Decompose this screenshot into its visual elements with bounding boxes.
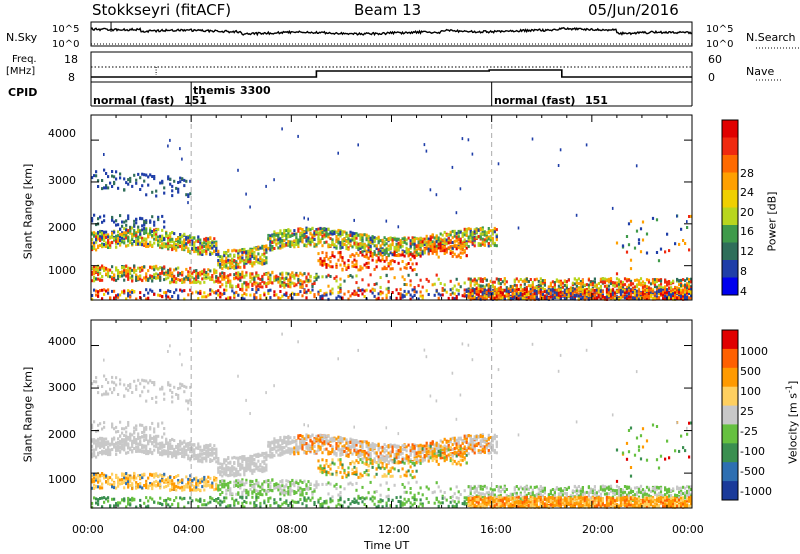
power-cbar-swatch-1 [722, 137, 738, 156]
power-cbar-tick-28: 28 [740, 167, 754, 180]
velocity-scatter [91, 332, 693, 509]
nsky-tick-bottom: 10^0 [52, 39, 80, 50]
freq-tick-top: 18 [64, 53, 78, 66]
freq-label: Freq. [12, 54, 37, 65]
power-cbar-swatch-3 [722, 172, 738, 191]
velocity-cbar-swatch-5 [722, 424, 738, 444]
velocity-ytick-1000: 1000 [48, 473, 76, 486]
power-cbar-swatch-9 [722, 277, 738, 296]
nsearch-tick-top: 10^5 [706, 24, 734, 35]
power-scatter [91, 127, 693, 301]
velocity-cbar-swatch-8 [722, 481, 738, 501]
power-cbar-swatch-6 [722, 225, 738, 243]
power-cbar-tick-24: 24 [740, 186, 754, 199]
velocity-cbar-tick-1000: 1000 [740, 345, 768, 358]
velocity-cbar-tick-500: 500 [740, 365, 761, 378]
nsearch-tick-bottom: 10^0 [706, 39, 734, 50]
nsky-tick-top: 10^5 [52, 24, 80, 35]
power-ytick-4000: 4000 [48, 127, 76, 140]
power-cbar-frame [721, 119, 739, 296]
velocity-cbar-tick-m100: -100 [740, 445, 765, 458]
velocity-cbar-swatch-1 [722, 348, 738, 369]
xtick-0: 00:00 [72, 523, 104, 536]
power-cbar-tick-16: 16 [740, 225, 754, 238]
freq-unit-label: [MHz] [6, 66, 36, 77]
power-cbar-tick-4: 4 [740, 285, 747, 298]
power-cbar-tick-8: 8 [740, 265, 747, 278]
cpid-segment-1-id: 151 [184, 94, 207, 107]
xtick-4: 16:00 [480, 523, 512, 536]
xtick-2: 08:00 [276, 523, 308, 536]
velocity-cbar-tick-25: 25 [740, 405, 754, 418]
velocity-cbar-swatch-3 [722, 386, 738, 407]
cpid-segment-2-name: themis [193, 84, 236, 97]
nave-label: Nave [746, 65, 775, 78]
velocity-cbar-tick-m1000: -1000 [740, 485, 772, 498]
power-ytick-1000: 1000 [48, 264, 76, 277]
cpid-segment-3-name: normal (fast) [494, 94, 576, 107]
power-cbar-swatch-8 [722, 260, 738, 278]
power-cbar-swatch-2 [722, 155, 738, 173]
xlabel: Time UT [364, 539, 410, 552]
freq-trace [91, 69, 692, 78]
nsearch-label: N.Search [746, 31, 796, 44]
power-ytick-2000: 2000 [48, 221, 76, 234]
power-cbar-swatch-7 [722, 242, 738, 261]
power-cbar-tick-12: 12 [740, 245, 754, 258]
velocity-ytick-2000: 2000 [48, 428, 76, 441]
beam-title: Beam 13 [354, 1, 422, 19]
nsky-label: N.Sky [6, 31, 38, 44]
velocity-cbar-tick-100: 100 [740, 385, 761, 398]
power-cbar-tick-20: 20 [740, 206, 754, 219]
nsky-frame [90, 21, 693, 47]
velocity-ytick-4000: 4000 [48, 335, 76, 348]
cpid-label: CPID [8, 86, 38, 99]
xtick-5: 20:00 [582, 523, 614, 536]
velocity-cbar-swatch-7 [722, 462, 738, 482]
velocity-cbar-swatch-4 [722, 405, 738, 425]
cpid-segment-1-name: normal (fast) [93, 94, 175, 107]
cpid-segment-2-id: 3300 [240, 84, 271, 97]
velocity-cbar-swatch-2 [722, 367, 738, 388]
power-cbar-swatch-0 [722, 120, 738, 138]
velocity-cbar-tick-m25: -25 [740, 425, 758, 438]
cpid-segment-3-id: 151 [585, 94, 608, 107]
velocity-cbar-swatch-0 [722, 330, 738, 350]
xtick-3: 12:00 [378, 523, 410, 536]
power-ytick-3000: 3000 [48, 174, 76, 187]
velocity-cbar-swatch-6 [722, 443, 738, 463]
nave-tick-top: 60 [708, 53, 722, 66]
nave-tick-bottom: 0 [708, 71, 715, 84]
station-title: Stokkseyri (fitACF) [92, 1, 232, 19]
power-cbar-swatch-5 [722, 207, 738, 226]
power-cbar-swatch-4 [722, 190, 738, 208]
date-title: 05/Jun/2016 [588, 1, 679, 19]
velocity-ytick-3000: 3000 [48, 381, 76, 394]
xtick-1: 04:00 [173, 523, 205, 536]
xtick-6: 00:00 [672, 523, 704, 536]
nsky-trace [90, 26, 693, 37]
velocity-cbar-tick-m500: -500 [740, 465, 765, 478]
freq-tick-bottom: 8 [68, 71, 75, 84]
velocity-cbar-frame [721, 329, 739, 501]
